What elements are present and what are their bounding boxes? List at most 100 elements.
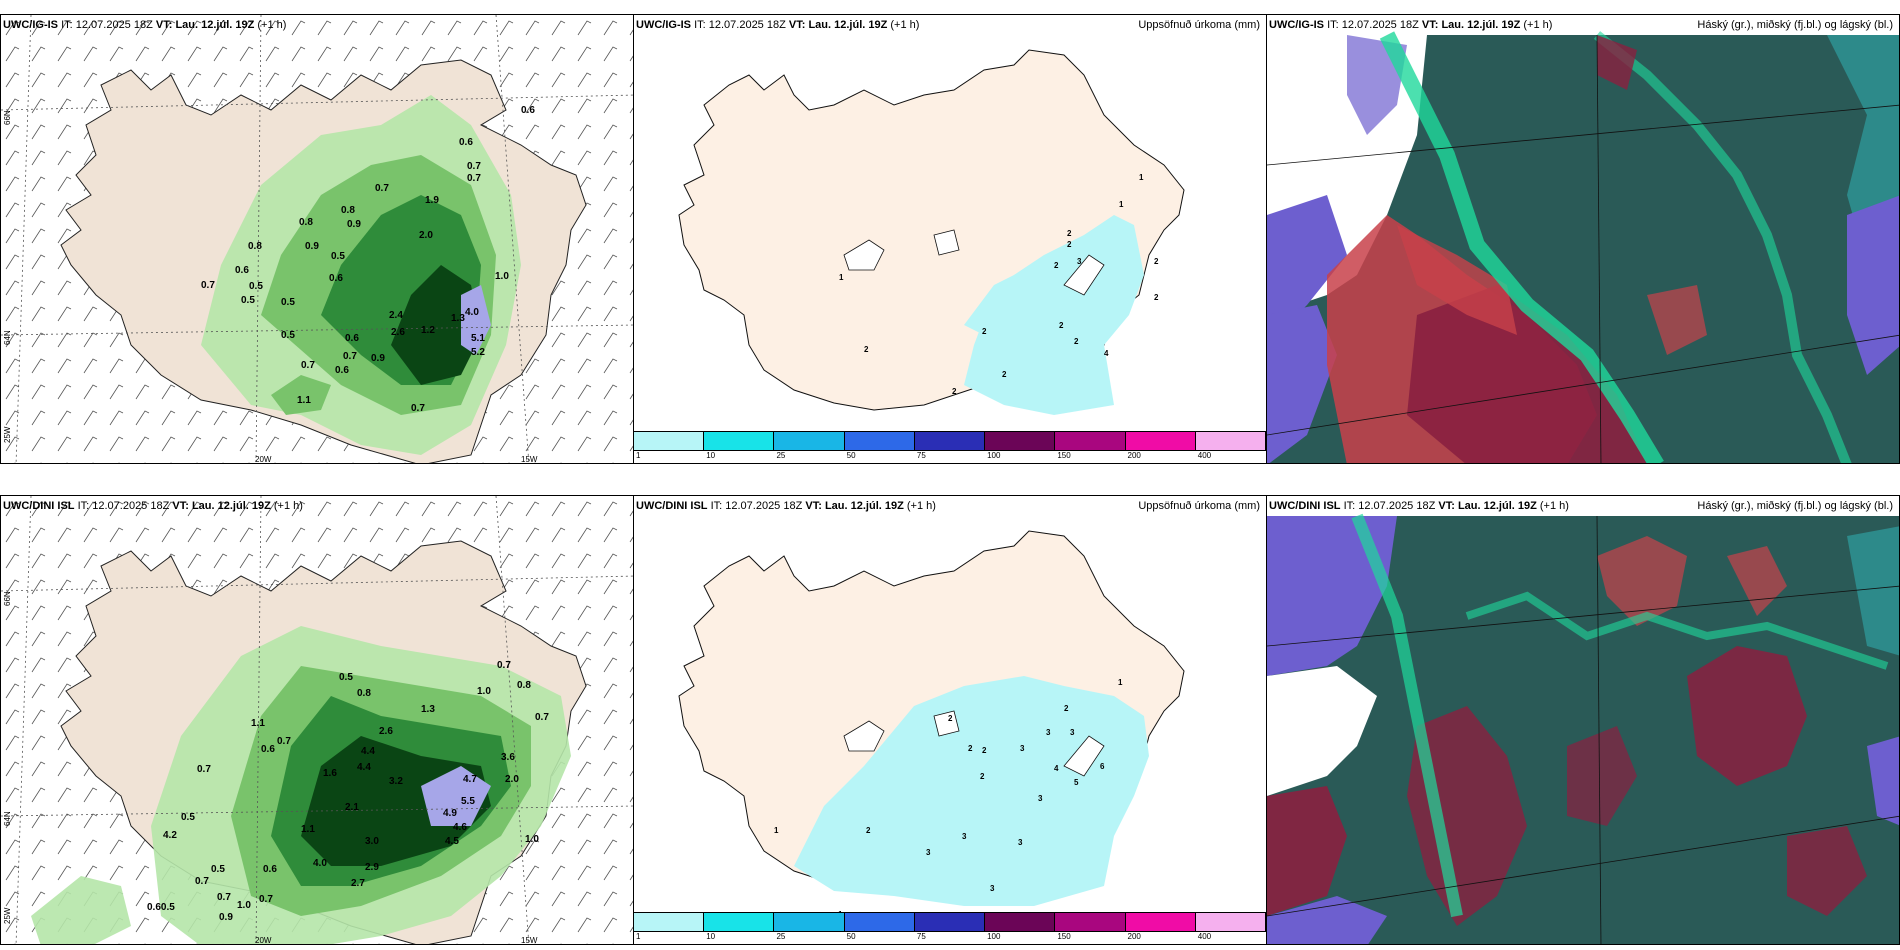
accum-value: 4 xyxy=(1054,764,1059,773)
colorbar-cell xyxy=(914,913,986,931)
precip-value: 0.5 xyxy=(249,281,263,292)
colorbar-cell xyxy=(844,913,915,931)
colorbar-label: 400 xyxy=(1197,451,1212,460)
colorbar-label: 200 xyxy=(1127,451,1141,460)
vt-label: VT: xyxy=(172,500,189,512)
precip-value: 0.6 xyxy=(521,105,535,116)
colorbar-labels: 1 10 25 50 75 100 150 200 400 xyxy=(634,932,1266,944)
accum-value: 2 xyxy=(980,772,985,781)
precip-value: 0.5 xyxy=(331,251,345,262)
colorbar-cell xyxy=(1125,913,1196,931)
precip-value: 2.4 xyxy=(389,310,403,321)
model-name: UWC/IG-IS xyxy=(636,19,691,31)
lon-label-20: 20W xyxy=(255,936,272,945)
accum-value: 3 xyxy=(1038,794,1043,803)
cloud-map-top xyxy=(1267,31,1899,463)
accum-value: 3 xyxy=(962,832,967,841)
precip-value: 4.0 xyxy=(313,858,327,869)
it-label: IT: xyxy=(1343,500,1356,512)
precip-value: 2.9 xyxy=(365,862,379,873)
accum-value: 2 xyxy=(982,327,987,336)
precip-value: 1.1 xyxy=(301,824,315,835)
accum-value: 3 xyxy=(1077,257,1082,266)
lon-label-15: 15W xyxy=(521,455,538,464)
precip-value: 0.7 xyxy=(343,351,357,362)
cloud-panel-top: UWC/IG-IS IT: 12.07.2025 18Z VT: Lau. 12… xyxy=(1266,14,1900,464)
accum-value: 1 xyxy=(1118,678,1123,687)
lead-time: (+1 h) xyxy=(1523,19,1553,31)
precip-value: 0.7 xyxy=(411,403,425,414)
precip-value: 1.1 xyxy=(251,718,265,729)
precip-value: 0.7 xyxy=(277,736,291,747)
precip-value: 5.5 xyxy=(461,796,475,807)
precip-value: 4.7 xyxy=(463,774,477,785)
accum-value: 2 xyxy=(982,746,987,755)
precip-map-bottom xyxy=(1,496,633,944)
precip-value: 1.0 xyxy=(237,900,251,911)
precip-value: 0.5 xyxy=(241,295,255,306)
lead-time: (+1 h) xyxy=(1539,500,1569,512)
colorbar-label: 50 xyxy=(846,451,856,460)
precip-value: 4.4 xyxy=(357,762,371,773)
precip-value: 0.7 xyxy=(217,892,231,903)
accum-precip-panel-top: 1 1 2 2 2 3 2 2 1 2 2 2 4 2 2 2 UWC/IG-I… xyxy=(633,14,1267,464)
colorbar-cell xyxy=(704,432,775,450)
lead-time: (+1 h) xyxy=(906,500,936,512)
lon-label-25: 25W xyxy=(3,907,12,924)
precip-value: 0.8 xyxy=(299,217,313,228)
accum-value: 2 xyxy=(1067,240,1072,249)
precip-value: 0.5 xyxy=(281,330,295,341)
precip-value: 0.5 xyxy=(181,812,195,823)
accum-map-bottom xyxy=(678,530,1185,906)
accum-value: 4 xyxy=(1104,349,1109,358)
precip-value: 0.8 xyxy=(248,241,262,252)
precip-value: 0.7 xyxy=(375,183,389,194)
accum-value: 1 xyxy=(774,826,779,835)
colorbar-cells xyxy=(634,912,1266,932)
cloud-map-bottom xyxy=(1267,513,1899,944)
accum-map-top xyxy=(678,49,1185,415)
precip-value: 0.7 xyxy=(259,894,273,905)
accum-value: 2 xyxy=(1054,261,1059,270)
precip-label-layer-top: 0.6 0.6 0.7 0.7 0.7 0.8 0.8 0.9 0.8 0.9 … xyxy=(1,15,633,463)
precip-value: 0.8 xyxy=(341,205,355,216)
model-name: UWC/IG-IS xyxy=(1269,19,1324,31)
accum-value: 1 xyxy=(839,273,844,282)
vt-label: VT: xyxy=(1438,500,1455,512)
colorbar-cell xyxy=(1125,432,1196,450)
colorbar-cell xyxy=(985,432,1056,450)
vt-label: VT: xyxy=(805,500,822,512)
precip-value: 2.0 xyxy=(419,230,433,241)
it-value: 12.07.2025 18Z xyxy=(708,19,786,31)
accum-value: 2 xyxy=(968,744,973,753)
colorbar-label: 10 xyxy=(706,451,716,460)
accum-value: 2 xyxy=(1064,704,1069,713)
panel-header: UWC/DINI ISL IT: 12.07.2025 18Z VT: Lau.… xyxy=(1269,500,1569,512)
precip-value: 1.3 xyxy=(421,704,435,715)
precip-value: 2.1 xyxy=(345,802,359,813)
colorbar-label: 25 xyxy=(776,451,786,460)
accum-value: 3 xyxy=(926,848,931,857)
colorbar: 1 10 25 50 75 100 150 200 400 xyxy=(634,912,1266,944)
precip-value: 0.7 xyxy=(201,280,215,291)
precip-value: 0.9 xyxy=(371,353,385,364)
precip-value: 3.6 xyxy=(501,752,515,763)
colorbar-label: 25 xyxy=(776,932,786,941)
it-label: IT: xyxy=(61,19,73,31)
colorbar-label: 1 xyxy=(636,932,641,941)
colorbar-label: 1 xyxy=(636,451,641,460)
precip-value: 0.9 xyxy=(305,241,319,252)
accum-label-layer-top: 1 1 2 2 2 3 2 2 1 2 2 2 4 2 2 2 xyxy=(634,15,1266,433)
colorbar-cell xyxy=(914,432,986,450)
accum-value: 3 xyxy=(990,884,995,893)
colorbar-label: 50 xyxy=(846,932,856,941)
panel-header: UWC/DINI ISL IT: 12.07.2025 18Z VT: Lau.… xyxy=(3,500,303,512)
accum-value: 2 xyxy=(1002,370,1007,379)
accum-title: Uppsöfnuð úrkoma (mm) xyxy=(1138,19,1260,31)
panel-header: UWC/DINI ISL IT: 12.07.2025 18Z VT: Lau.… xyxy=(636,500,936,512)
accum-value: 2 xyxy=(866,826,871,835)
lat-label-64: 64N xyxy=(3,811,12,826)
precip-map-top xyxy=(1,15,633,463)
precip-value: 1.6 xyxy=(323,768,337,779)
colorbar: 1 10 25 50 75 100 150 200 400 xyxy=(634,431,1266,463)
